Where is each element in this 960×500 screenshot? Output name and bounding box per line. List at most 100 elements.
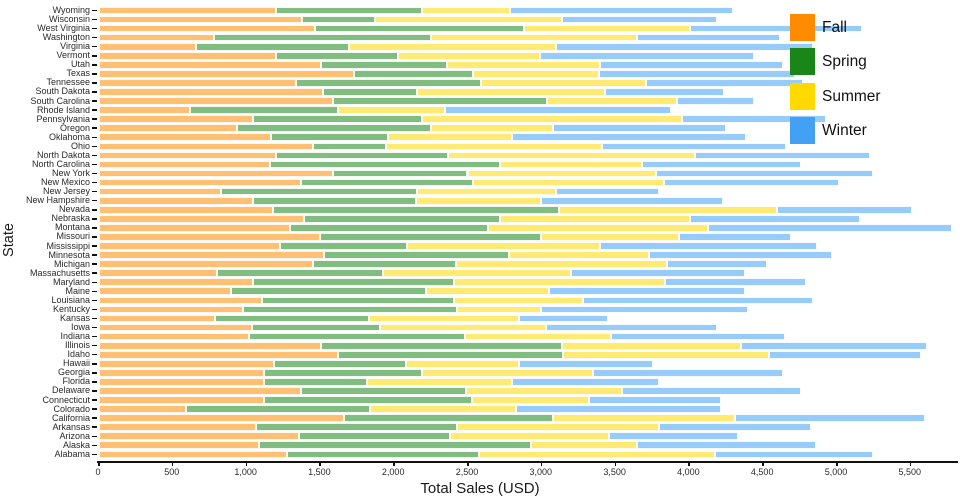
bar-segment-winter[interactable] bbox=[541, 305, 748, 314]
bar-segment-summer[interactable] bbox=[454, 278, 666, 287]
bar-segment-spring[interactable] bbox=[275, 151, 449, 160]
bar-segment-summer[interactable] bbox=[383, 269, 571, 278]
bar-segment-winter[interactable] bbox=[561, 15, 717, 24]
bar-segment-fall[interactable] bbox=[98, 6, 276, 15]
bar-segment-fall[interactable] bbox=[98, 251, 325, 259]
bar-segment-summer[interactable] bbox=[421, 115, 682, 123]
bar-segment-winter[interactable] bbox=[592, 369, 784, 377]
bar-segment-summer[interactable] bbox=[480, 79, 647, 87]
bar-segment-summer[interactable] bbox=[421, 6, 511, 15]
bar-segment-winter[interactable] bbox=[646, 79, 803, 87]
bar-segment-spring[interactable] bbox=[302, 15, 375, 24]
bar-segment-spring[interactable] bbox=[216, 269, 384, 278]
bar-segment-spring[interactable] bbox=[263, 378, 368, 386]
bar-segment-winter[interactable] bbox=[539, 51, 754, 60]
bar-segment-fall[interactable] bbox=[98, 305, 244, 314]
bar-segment-summer[interactable] bbox=[499, 214, 691, 223]
bar-segment-fall[interactable] bbox=[98, 341, 322, 350]
legend-item-spring[interactable]: Spring bbox=[790, 48, 867, 75]
bar-segment-summer[interactable] bbox=[386, 142, 602, 151]
bar-segment-fall[interactable] bbox=[98, 79, 297, 87]
bar-segment-fall[interactable] bbox=[98, 405, 186, 413]
bar-segment-spring[interactable] bbox=[231, 287, 427, 296]
bar-segment-summer[interactable] bbox=[415, 196, 542, 205]
bar-segment-spring[interactable] bbox=[333, 97, 548, 105]
bar-segment-winter[interactable] bbox=[777, 205, 912, 214]
bar-segment-winter[interactable] bbox=[677, 97, 754, 105]
bar-segment-winter[interactable] bbox=[666, 260, 768, 268]
bar-segment-winter[interactable] bbox=[570, 269, 745, 278]
bar-segment-summer[interactable] bbox=[563, 350, 769, 359]
bar-segment-spring[interactable] bbox=[274, 359, 406, 368]
bar-segment-winter[interactable] bbox=[519, 314, 608, 323]
bar-segment-fall[interactable] bbox=[98, 423, 257, 432]
bar-segment-summer[interactable] bbox=[380, 323, 546, 332]
bar-segment-fall[interactable] bbox=[98, 296, 263, 305]
bar-segment-fall[interactable] bbox=[98, 142, 313, 151]
bar-segment-summer[interactable] bbox=[457, 305, 542, 314]
bar-segment-summer[interactable] bbox=[488, 224, 709, 232]
legend-item-winter[interactable]: Winter bbox=[790, 117, 867, 144]
legend-item-summer[interactable]: Summer bbox=[790, 83, 881, 110]
bar-segment-fall[interactable] bbox=[98, 15, 303, 24]
bar-segment-fall[interactable] bbox=[98, 396, 264, 404]
bar-segment-fall[interactable] bbox=[98, 414, 344, 422]
bar-segment-winter[interactable] bbox=[659, 423, 812, 432]
bar-segment-spring[interactable] bbox=[333, 169, 468, 178]
bar-segment-fall[interactable] bbox=[98, 287, 232, 296]
bar-segment-summer[interactable] bbox=[349, 42, 557, 51]
bar-segment-spring[interactable] bbox=[243, 305, 458, 314]
bar-segment-spring[interactable] bbox=[312, 142, 387, 151]
bar-segment-summer[interactable] bbox=[368, 314, 520, 323]
bar-segment-summer[interactable] bbox=[374, 15, 562, 24]
bar-segment-winter[interactable] bbox=[690, 214, 861, 223]
bar-segment-summer[interactable] bbox=[448, 151, 695, 160]
bar-segment-fall[interactable] bbox=[98, 160, 270, 169]
bar-segment-spring[interactable] bbox=[275, 6, 422, 15]
bar-segment-winter[interactable] bbox=[690, 24, 862, 33]
bar-segment-fall[interactable] bbox=[98, 115, 254, 123]
bar-segment-fall[interactable] bbox=[98, 151, 276, 160]
bar-segment-fall[interactable] bbox=[98, 314, 216, 323]
bar-segment-fall[interactable] bbox=[98, 169, 334, 178]
bar-segment-fall[interactable] bbox=[98, 106, 190, 114]
bar-segment-spring[interactable] bbox=[195, 42, 350, 51]
bar-segment-winter[interactable] bbox=[548, 287, 745, 296]
bar-segment-summer[interactable] bbox=[370, 405, 517, 413]
bar-segment-spring[interactable] bbox=[237, 124, 431, 133]
bar-segment-spring[interactable] bbox=[271, 133, 388, 142]
legend-item-fall[interactable]: Fall bbox=[790, 14, 847, 41]
bar-segment-fall[interactable] bbox=[98, 60, 322, 69]
bar-segment-fall[interactable] bbox=[98, 432, 300, 441]
bar-segment-winter[interactable] bbox=[588, 396, 722, 404]
bar-segment-spring[interactable] bbox=[296, 79, 481, 87]
bar-segment-spring[interactable] bbox=[300, 178, 474, 187]
bar-segment-spring[interactable] bbox=[324, 251, 509, 259]
bar-segment-winter[interactable] bbox=[715, 450, 874, 459]
bar-segment-fall[interactable] bbox=[98, 178, 301, 187]
bar-segment-summer[interactable] bbox=[467, 169, 657, 178]
bar-segment-fall[interactable] bbox=[98, 350, 338, 359]
bar-segment-summer[interactable] bbox=[547, 97, 678, 105]
bar-segment-spring[interactable] bbox=[315, 24, 524, 33]
bar-segment-summer[interactable] bbox=[553, 414, 735, 422]
bar-segment-fall[interactable] bbox=[98, 450, 288, 459]
bar-segment-fall[interactable] bbox=[98, 133, 272, 142]
bar-segment-spring[interactable] bbox=[321, 60, 447, 69]
bar-segment-spring[interactable] bbox=[299, 432, 450, 441]
bar-segment-winter[interactable] bbox=[601, 142, 787, 151]
bar-segment-summer[interactable] bbox=[430, 33, 638, 42]
bar-segment-spring[interactable] bbox=[343, 414, 554, 422]
bar-segment-winter[interactable] bbox=[545, 323, 717, 332]
bar-segment-summer[interactable] bbox=[446, 60, 601, 69]
bar-segment-winter[interactable] bbox=[516, 405, 722, 413]
bar-segment-winter[interactable] bbox=[519, 359, 654, 368]
bar-segment-spring[interactable] bbox=[322, 88, 418, 96]
bar-segment-summer[interactable] bbox=[337, 106, 446, 114]
bar-segment-fall[interactable] bbox=[98, 24, 316, 33]
bar-segment-fall[interactable] bbox=[98, 260, 313, 268]
bar-segment-fall[interactable] bbox=[98, 441, 260, 450]
bar-segment-summer[interactable] bbox=[454, 296, 583, 305]
bar-segment-summer[interactable] bbox=[417, 88, 605, 96]
bar-segment-summer[interactable] bbox=[471, 396, 589, 404]
